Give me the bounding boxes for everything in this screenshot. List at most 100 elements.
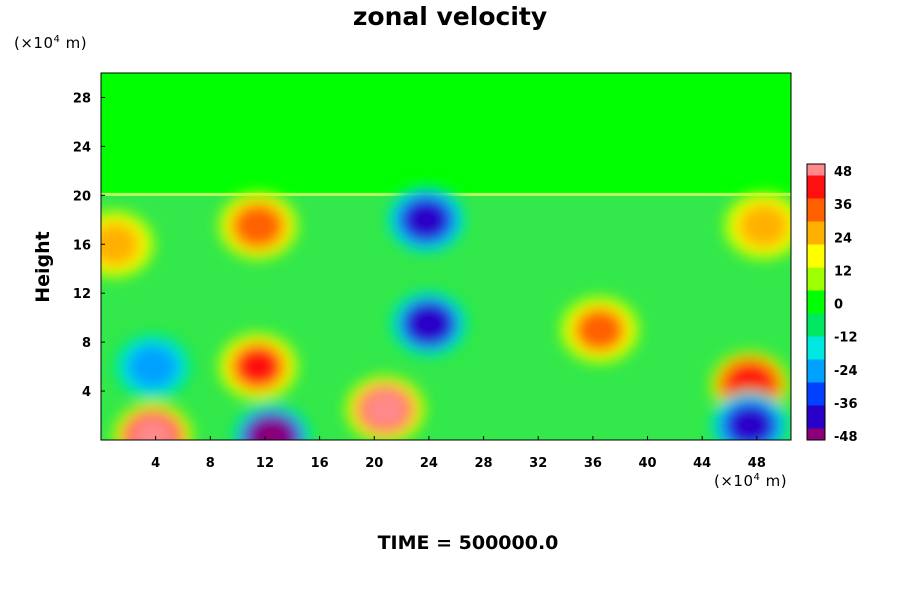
feature-4	[218, 191, 299, 260]
y-tick-label: 16	[73, 238, 91, 253]
colorbar-segment	[807, 417, 825, 424]
colorbar-segment	[807, 342, 825, 349]
colorbar-segment	[807, 405, 825, 412]
colorbar-segment	[807, 365, 825, 372]
colorbar-segment	[807, 267, 825, 274]
colorbar-segment	[807, 233, 825, 240]
colorbar-tick-label: 48	[834, 165, 852, 180]
colorbar-segment	[807, 302, 825, 309]
x-tick-label: 44	[693, 456, 711, 471]
time-footer: TIME = 500000.0	[377, 532, 559, 554]
x-tick-label: 8	[206, 456, 215, 471]
colorbar-segment	[807, 164, 825, 171]
colorbar-segment	[807, 319, 825, 326]
colorbar-segment	[807, 325, 825, 332]
feature-ring	[101, 222, 140, 267]
feature-5	[388, 289, 469, 358]
colorbar-segment	[807, 256, 825, 263]
colorbar-segment	[807, 244, 825, 251]
feature-3	[218, 332, 299, 401]
colorbar-tick-label: -12	[834, 331, 858, 346]
colorbar-segment	[807, 348, 825, 355]
colorbar-segment	[807, 284, 825, 291]
x-tick-label: 20	[365, 456, 383, 471]
feature-ring	[234, 346, 282, 388]
colorbar-segment	[807, 388, 825, 395]
feature-ring	[127, 344, 179, 389]
y-tick-label: 8	[82, 336, 91, 351]
x-tick-label: 28	[475, 456, 493, 471]
colorbar-tick-label: 24	[834, 231, 852, 246]
colorbar-segment	[807, 181, 825, 188]
colorbar-segment	[807, 175, 825, 182]
colorbar-tick-label: -24	[834, 364, 858, 379]
x-tick-label: 16	[311, 456, 329, 471]
colorbar-segment	[807, 187, 825, 194]
feature-ring	[249, 417, 295, 440]
colorbar-segment	[807, 221, 825, 228]
colorbar-segment	[807, 336, 825, 343]
colorbar-segment	[807, 313, 825, 320]
colorbar-frame	[806, 163, 826, 441]
upper-layer	[101, 73, 791, 196]
x-tick-label: 36	[584, 456, 602, 471]
colorbar-tick-label: 36	[834, 198, 852, 213]
colorbar-segment	[807, 353, 825, 360]
feature-ring	[362, 389, 408, 430]
y-tick-label: 28	[73, 91, 91, 106]
y-tick-label: 12	[73, 287, 91, 302]
colorbar-segment	[807, 330, 825, 337]
feature-1	[231, 403, 312, 440]
x-tick-label: 24	[420, 456, 438, 471]
colorbar-segment	[807, 192, 825, 199]
feature-ring	[234, 205, 282, 247]
colorbar-segment	[807, 428, 825, 435]
colorbar-tick-label: -36	[834, 397, 858, 412]
x-tick-label: 40	[638, 456, 656, 471]
feature-8	[710, 391, 790, 440]
feature-ring	[130, 416, 176, 440]
feature-ring	[405, 303, 453, 345]
colorbar-segment	[807, 279, 825, 286]
x-tick-label: 12	[256, 456, 274, 471]
colorbar-segment	[807, 169, 825, 176]
feature-ring	[403, 200, 449, 240]
colorbar-segment	[807, 290, 825, 297]
colorbar-segment	[807, 411, 825, 418]
colorbar-tick-label: 12	[834, 264, 852, 279]
plot-frame	[100, 72, 792, 441]
x-tick-label: 48	[748, 456, 766, 471]
feature-ring	[574, 307, 626, 352]
colorbar-segment	[807, 296, 825, 303]
feature-6	[386, 185, 467, 254]
x-tick-label: 4	[151, 456, 160, 471]
feature-ring	[727, 405, 773, 440]
x-tick-label: 32	[529, 456, 547, 471]
colorbar-tick-label: -48	[834, 430, 858, 445]
colorbar-segment	[807, 215, 825, 222]
colorbar-segment	[807, 394, 825, 401]
colorbar-segment	[807, 371, 825, 378]
colorbar-segment	[807, 273, 825, 280]
colorbar-segment	[807, 250, 825, 257]
y-unit-label: (×104 m)	[14, 34, 88, 52]
colorbar-segment	[807, 382, 825, 389]
colorbar-segment	[807, 210, 825, 217]
colorbar-segment	[807, 238, 825, 245]
colorbar-segment	[807, 261, 825, 268]
colorbar-segment	[807, 434, 825, 441]
feature-2	[345, 375, 426, 440]
colorbar-segment	[807, 227, 825, 234]
colorbar-segment	[807, 422, 825, 429]
feature-11	[101, 210, 155, 279]
feature-0	[112, 402, 193, 440]
y-tick-label: 4	[82, 385, 91, 400]
colorbar-segment	[807, 376, 825, 383]
colorbar-segment	[807, 204, 825, 211]
x-unit-label: (×104 m)	[714, 472, 788, 490]
y-tick-label: 20	[73, 189, 91, 204]
colorbar-segment	[807, 198, 825, 205]
colorbar-segment	[807, 399, 825, 406]
colorbar-tick-label: 0	[834, 298, 843, 313]
